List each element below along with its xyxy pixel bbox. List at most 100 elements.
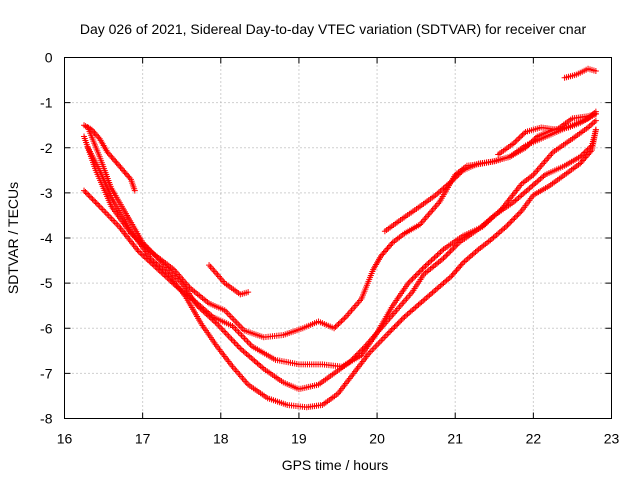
data-point-marker xyxy=(451,175,458,182)
data-point-marker xyxy=(446,249,453,256)
data-point-marker xyxy=(511,215,518,222)
data-point-marker xyxy=(411,274,418,281)
y-tick-label: -7 xyxy=(40,365,53,381)
data-point-marker xyxy=(512,138,519,145)
data-point-marker xyxy=(341,315,348,322)
y-tick-label: -1 xyxy=(40,95,53,111)
data-point-marker xyxy=(356,349,363,356)
data-point-marker xyxy=(388,326,395,333)
data-point-marker xyxy=(440,255,447,262)
data-point-marker xyxy=(406,278,413,285)
data-point-marker xyxy=(532,134,539,141)
data-point-marker xyxy=(93,200,100,207)
data-point-marker xyxy=(338,318,345,325)
y-tick-label: 0 xyxy=(45,50,53,66)
series-track-1 xyxy=(81,122,138,194)
data-point-marker xyxy=(512,213,519,220)
data-point-marker xyxy=(334,322,341,329)
series-track-9 xyxy=(561,65,599,81)
data-point-marker xyxy=(245,289,252,296)
data-point-marker xyxy=(355,350,362,357)
y-tick-label: -3 xyxy=(40,185,53,201)
x-axis-label: GPS time / hours xyxy=(282,457,389,473)
series-track-5 xyxy=(84,126,599,411)
plot-frame xyxy=(64,57,612,419)
data-point-marker xyxy=(408,277,415,284)
data-point-marker xyxy=(519,131,526,138)
data-point-marker xyxy=(524,143,531,150)
data-point-marker xyxy=(515,210,522,217)
data-point-marker xyxy=(398,316,405,323)
data-point-marker xyxy=(515,136,522,143)
data-point-marker xyxy=(95,201,102,208)
data-point-marker xyxy=(525,141,532,148)
tick-labels: 16 17 18 19 20 21 22 23 0 -1 -2 -3 -4 -5 -6 -7 -8 xyxy=(40,50,619,447)
data-point-marker xyxy=(454,240,461,247)
data-point-marker xyxy=(508,217,515,224)
data-point-marker xyxy=(444,250,451,257)
data-point-marker xyxy=(529,137,536,144)
data-point-marker xyxy=(387,328,394,335)
data-point-marker xyxy=(449,177,456,184)
data-point-marker xyxy=(531,136,538,143)
chart-title: Day 026 of 2021, Sidereal Day-to-day VTE… xyxy=(80,21,587,37)
data-point-marker xyxy=(83,190,90,197)
data-point-marker xyxy=(358,347,365,354)
y-tick-label: -6 xyxy=(40,320,53,336)
data-point-marker xyxy=(517,209,524,216)
data-point-marker xyxy=(346,359,353,366)
data-point-marker xyxy=(528,139,535,146)
data-point-marker xyxy=(510,140,517,147)
series-track-8 xyxy=(495,110,599,158)
data-markers xyxy=(81,65,599,411)
data-point-marker xyxy=(452,174,459,181)
y-tick-label: -2 xyxy=(40,140,53,156)
data-point-marker xyxy=(359,346,366,353)
data-point-marker xyxy=(409,275,416,282)
data-point-marker xyxy=(385,329,392,336)
data-point-marker xyxy=(335,321,342,328)
data-point-marker xyxy=(81,187,88,194)
data-point-marker xyxy=(397,318,404,325)
data-point-marker xyxy=(350,354,357,361)
data-point-marker xyxy=(447,248,454,255)
data-point-marker xyxy=(503,223,510,230)
data-point-marker xyxy=(332,323,339,330)
data-point-marker xyxy=(578,152,585,159)
data-point-marker xyxy=(505,220,512,227)
series-track-7 xyxy=(381,110,599,235)
data-point-marker xyxy=(522,144,529,151)
data-point-marker xyxy=(390,325,397,332)
data-point-marker xyxy=(513,137,520,144)
data-point-marker xyxy=(89,196,96,203)
data-point-marker xyxy=(418,267,425,274)
data-point-marker xyxy=(454,172,461,179)
x-tick-label: 22 xyxy=(526,431,542,447)
data-point-marker xyxy=(507,219,514,226)
x-tick-label: 19 xyxy=(291,431,307,447)
x-tick-label: 20 xyxy=(369,431,385,447)
data-point-marker xyxy=(592,68,599,75)
data-point-marker xyxy=(448,178,455,185)
data-point-marker xyxy=(526,140,533,147)
data-point-marker xyxy=(88,194,95,201)
data-point-marker xyxy=(392,322,399,329)
data-point-marker xyxy=(518,133,525,140)
y-tick-label: -5 xyxy=(40,275,53,291)
data-point-marker xyxy=(360,344,367,351)
data-point-marker xyxy=(405,280,412,287)
data-point-marker xyxy=(592,117,599,124)
x-tick-label: 21 xyxy=(447,431,463,447)
series-track-4 xyxy=(84,124,599,393)
data-point-marker xyxy=(85,191,92,198)
data-point-marker xyxy=(453,242,460,249)
data-point-marker xyxy=(449,246,456,253)
y-tick-label: -4 xyxy=(40,230,53,246)
data-point-marker xyxy=(455,171,462,178)
data-point-marker xyxy=(339,316,346,323)
data-point-marker xyxy=(516,134,523,141)
x-tick-label: 23 xyxy=(604,431,620,447)
data-point-marker xyxy=(458,168,465,175)
data-point-marker xyxy=(349,356,356,363)
